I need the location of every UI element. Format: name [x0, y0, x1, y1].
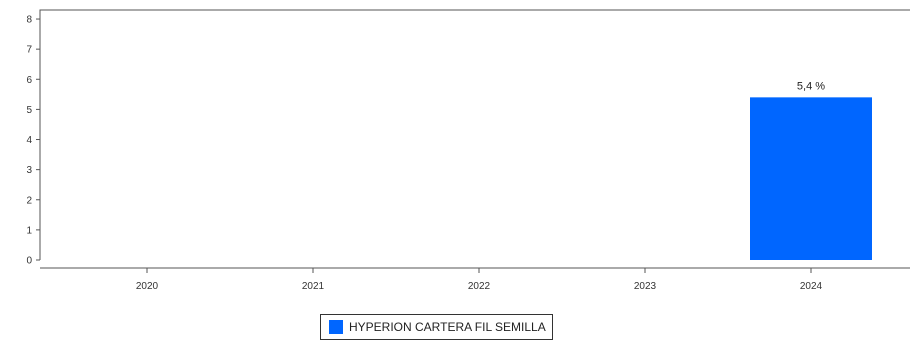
y-tick-label: 1 — [26, 225, 32, 236]
x-tick-label: 2020 — [136, 281, 159, 292]
y-tick-label: 8 — [26, 15, 32, 26]
x-tick-label: 2021 — [302, 281, 325, 292]
x-tick-label: 2024 — [800, 281, 823, 292]
legend-swatch — [329, 320, 343, 334]
plot-border — [39, 9, 910, 260]
y-tick-label: 7 — [26, 45, 32, 56]
x-tick-label: 2023 — [634, 281, 657, 292]
bar — [750, 97, 872, 260]
x-axis: 2020 2021 2022 2023 2024 — [40, 267, 910, 292]
y-tick-label: 2 — [26, 195, 32, 206]
y-tick-label: 3 — [26, 165, 32, 176]
x-tick-label: 2022 — [468, 281, 491, 292]
legend: HYPERION CARTERA FIL SEMILLA — [320, 314, 553, 340]
bars — [750, 97, 872, 260]
plot-frame — [39, 9, 910, 260]
legend-label: HYPERION CARTERA FIL SEMILLA — [349, 320, 546, 334]
data-labels: 5,4 % — [797, 80, 825, 92]
bar-value-label: 5,4 % — [797, 80, 825, 92]
y-axis: 0 1 2 3 4 5 6 7 8 — [26, 15, 40, 267]
y-tick-label: 4 — [26, 135, 32, 146]
y-tick-label: 5 — [26, 105, 32, 116]
y-tick-label: 0 — [26, 256, 32, 267]
y-tick-label: 6 — [26, 75, 32, 86]
